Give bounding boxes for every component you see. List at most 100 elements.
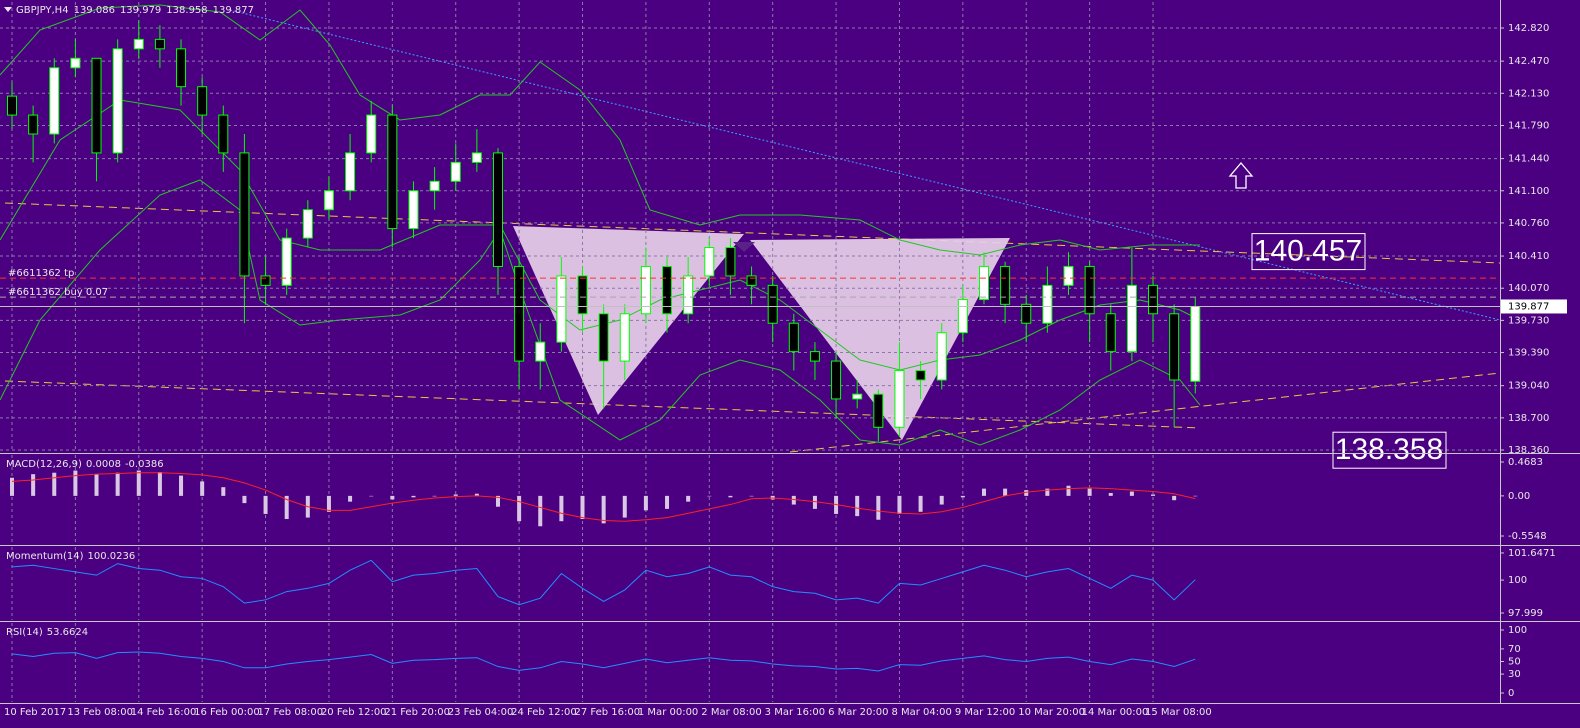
x-tick-label: 3 Mar 16:00 <box>765 707 825 718</box>
x-tick-label: 21 Feb 20:00 <box>384 707 450 718</box>
macd-bar <box>348 495 353 502</box>
candle-body <box>556 275 567 343</box>
candle-body <box>598 313 609 362</box>
candle-body <box>978 265 989 301</box>
macd-bar <box>622 495 627 518</box>
signal-line <box>11 472 1196 522</box>
candle-body <box>197 86 208 116</box>
y-tick-label: 138.360 <box>1508 445 1549 456</box>
candle-body <box>873 393 884 428</box>
name: MACD(12,26,9) <box>6 459 82 470</box>
macd-bar <box>432 495 437 497</box>
candle-body <box>767 284 778 324</box>
x-tick-label: 14 Feb 16:00 <box>131 707 197 718</box>
band-line <box>0 4 1200 256</box>
candle-body <box>133 38 144 50</box>
macd-bar <box>960 495 965 498</box>
x-tick-label: 24 Feb 12:00 <box>511 707 577 718</box>
y-tick-label: 50 <box>1508 656 1521 667</box>
x-tick-label: 14 Mar 00:00 <box>1082 707 1149 718</box>
order-label: #6611362 buy 0.07 <box>8 287 108 298</box>
candle-body <box>1169 313 1180 381</box>
x-tick-label: 10 Mar 20:00 <box>1018 707 1085 718</box>
indicator-line <box>11 651 1196 672</box>
macd-bar <box>665 495 670 509</box>
dropdown-icon[interactable] <box>4 7 12 12</box>
macd-bar <box>749 495 754 497</box>
macd-bar <box>411 495 416 498</box>
candle-body <box>1084 265 1095 315</box>
ohlc-low: 138.958 <box>166 5 207 16</box>
macd-bar <box>179 475 184 496</box>
macd-bar <box>390 495 395 500</box>
x-tick-label: 15 Mar 08:00 <box>1145 707 1212 718</box>
macd-bar <box>31 474 36 496</box>
level-box <box>1332 431 1447 469</box>
candle-body <box>577 275 588 315</box>
candle-body <box>1042 284 1053 324</box>
y-tick-label: 0.00 <box>1508 491 1530 502</box>
macd-bar <box>1024 490 1029 496</box>
macd-bar <box>601 495 606 524</box>
x-tick-label: 6 Mar 20:00 <box>828 707 888 718</box>
x-tick-label: 9 Mar 12:00 <box>955 707 1015 718</box>
candle-body <box>28 114 39 135</box>
x-tick-label: 23 Feb 04:00 <box>448 707 514 718</box>
macd-bar <box>1108 492 1113 496</box>
y-tick-label: 141.790 <box>1508 120 1549 131</box>
y-tick-label: 0 <box>1508 688 1514 699</box>
candle-body <box>957 299 968 334</box>
macd-bar <box>791 495 796 505</box>
value: 53.6624 <box>47 627 88 638</box>
y-tick-label: 140.070 <box>1508 283 1549 294</box>
candle-body <box>936 332 947 381</box>
price-tag-label: 139.877 <box>1508 301 1549 312</box>
candle-body <box>387 114 398 230</box>
macd-bar <box>474 493 479 496</box>
macd-bar <box>326 495 331 512</box>
candle-body <box>91 57 102 154</box>
candle-body <box>725 247 736 277</box>
x-tick-label: 17 Feb 08:00 <box>258 707 324 718</box>
ohlc-close: 139.877 <box>213 5 254 16</box>
ohlc-high: 139.979 <box>120 5 161 16</box>
y-tick-label: 139.390 <box>1508 348 1549 359</box>
macd-bar <box>369 495 374 497</box>
candle-body <box>450 161 461 182</box>
candle-body <box>492 152 503 267</box>
y-tick-label: 30 <box>1508 669 1521 680</box>
macd-bar <box>200 481 205 496</box>
candle-body <box>323 190 334 211</box>
candle-body <box>260 275 271 286</box>
x-tick-label: 20 Feb 12:00 <box>321 707 387 718</box>
y-tick-label: 139.730 <box>1508 315 1549 326</box>
y-tick-label: 97.999 <box>1508 608 1543 619</box>
symbol: GBPJPY,H4 <box>16 5 69 16</box>
candle-body <box>1063 265 1074 286</box>
value: 0.0008 <box>86 459 121 470</box>
macd-bar <box>157 471 162 496</box>
candle-body <box>345 152 356 192</box>
y-tick-label: 138.700 <box>1508 413 1549 424</box>
macd-bar <box>918 495 923 512</box>
y-tick-label: 70 <box>1508 644 1521 655</box>
macd-bar <box>1087 488 1092 496</box>
candle-body <box>894 370 905 428</box>
y-tick-label: 0.4683 <box>1508 457 1543 468</box>
candle-body <box>915 370 926 381</box>
x-tick-label: 27 Feb 16:00 <box>575 707 641 718</box>
macd-bar <box>897 495 902 514</box>
macd-bar <box>707 495 712 497</box>
macd-bar <box>1045 488 1050 496</box>
trend-line <box>4 380 1201 429</box>
candle-body <box>7 95 17 116</box>
y-tick-label: -0.5548 <box>1508 531 1547 542</box>
y-tick-label: 101.6471 <box>1508 548 1556 559</box>
candle-body <box>429 180 440 192</box>
candle-body <box>70 57 81 69</box>
candle-body <box>1126 284 1137 353</box>
y-tick-label: 139.040 <box>1508 381 1549 392</box>
candle-body <box>176 48 187 88</box>
